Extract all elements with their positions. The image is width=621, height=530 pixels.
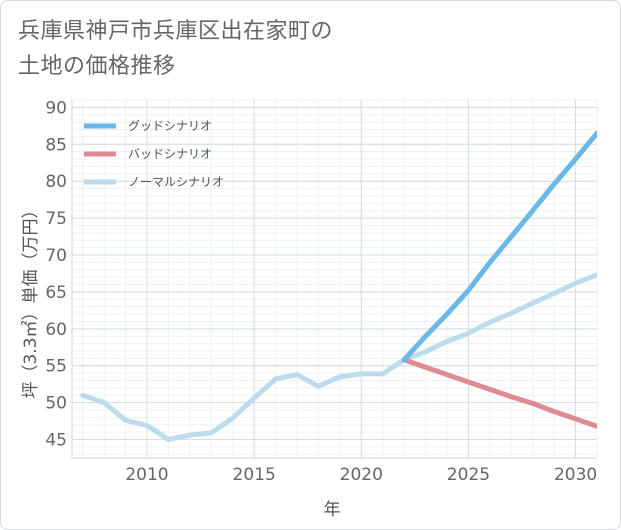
series-line-good [401,130,597,363]
y-tick-label: 55 [45,357,67,377]
x-tick-label: 2030 [554,465,597,485]
tick-labels: 45 50 55 60 65 70 75 80 85 90 2010 2015 2020 2025 2030 [45,98,597,485]
y-tick-label: 80 [45,172,67,192]
y-tick-label: 70 [45,246,67,266]
chart-title: 兵庫県神戸市兵庫区出在家町の 土地の価格推移 [18,14,438,84]
x-axis-title: 年 [324,500,341,520]
x-tick-label: 2025 [447,465,490,485]
y-tick-label: 45 [45,431,67,451]
y-tick-label: 65 [45,283,67,303]
chart-title-line-2: 土地の価格推移 [18,54,176,79]
y-tick-label: 75 [45,209,67,229]
legend-label-good: グッドシナリオ [128,119,212,133]
series-lines [80,130,597,442]
x-tick-label: 2020 [340,465,383,485]
y-tick-label: 60 [45,320,67,340]
y-tick-label: 50 [45,394,67,414]
y-axis-title: 坪（3.3㎡）単価（万円） [21,201,41,398]
x-tick-label: 2015 [233,465,276,485]
legend-label-bad: バッドシナリオ [128,147,212,161]
y-tick-label: 90 [45,98,67,118]
x-tick-label: 2010 [125,465,168,485]
y-tick-label: 85 [45,135,67,155]
legend-label-normal: ノーマルシナリオ [128,175,224,189]
series-line-bad [401,357,597,429]
chart-title-line-1: 兵庫県神戸市兵庫区出在家町の [18,19,334,44]
series-line-normal [80,272,597,442]
